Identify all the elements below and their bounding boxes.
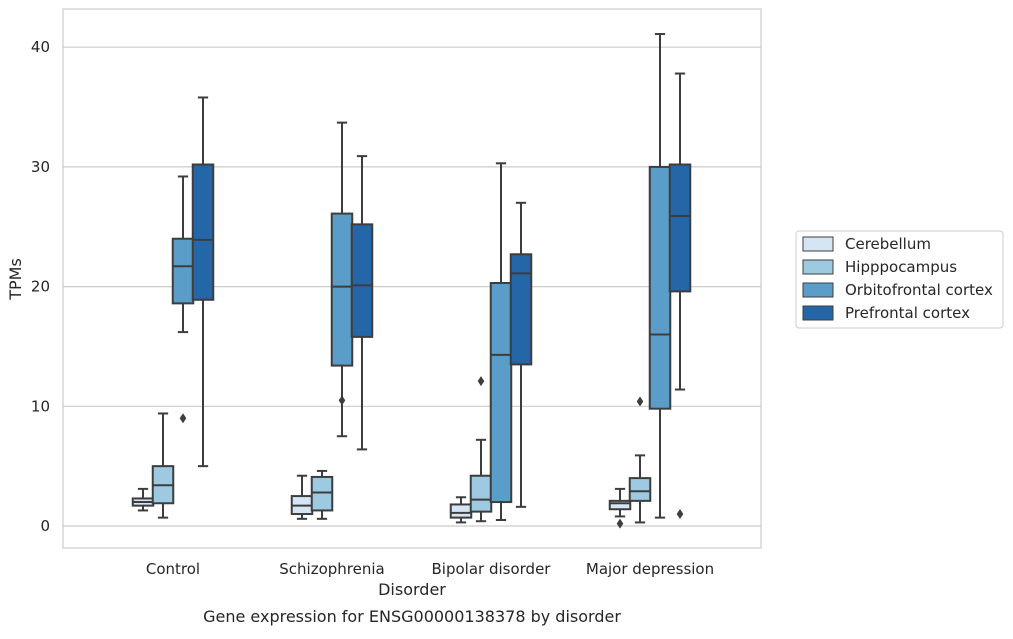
box-body	[171, 237, 195, 305]
x-axis-label: Disorder	[378, 580, 446, 599]
box-body	[608, 499, 632, 511]
outlier-point-0	[477, 376, 485, 387]
box-body	[330, 212, 354, 367]
box-group-1	[290, 121, 374, 520]
box-0-2	[171, 175, 195, 424]
box-body	[648, 165, 672, 410]
legend-swatch-3	[802, 305, 834, 321]
box-1-1	[310, 469, 334, 520]
y-tick-label-40: 40	[31, 38, 50, 56]
legend-swatch-2	[802, 282, 834, 298]
box-body	[191, 163, 215, 301]
box-body	[509, 253, 533, 366]
legend-label-3: Prefrontal cortex	[845, 304, 970, 322]
outlier-point-0	[676, 509, 684, 520]
legend-swatch-1	[802, 259, 834, 275]
box-body	[350, 223, 374, 338]
x-tick-label-1: Schizophrenia	[279, 560, 384, 578]
x-tick-label-3: Major depression	[586, 560, 714, 578]
box-2-1	[469, 376, 493, 523]
y-tick-label-0: 0	[40, 517, 50, 535]
box-3-2	[648, 33, 672, 519]
box-3-1	[628, 396, 652, 524]
plot-frame	[62, 8, 762, 549]
y-tick-label-20: 20	[31, 278, 50, 296]
chart-title: Gene expression for ENSG00000138378 by d…	[203, 607, 621, 626]
box-group-2	[449, 162, 533, 524]
box-body	[469, 474, 493, 513]
outlier-point-0	[616, 518, 624, 529]
box-body	[628, 477, 652, 502]
legend-label-2: Orbitofrontal cortex	[845, 281, 993, 299]
x-tick-label-2: Bipolar disorder	[432, 560, 552, 578]
box-body	[449, 503, 473, 519]
legend-frame	[795, 230, 1004, 329]
box-0-3	[191, 96, 215, 468]
box-body	[310, 475, 334, 512]
legend-swatch-0	[802, 236, 834, 252]
box-group-0	[131, 96, 215, 519]
box-groups	[131, 33, 692, 529]
box-body	[668, 163, 692, 293]
outlier-point-0	[636, 396, 644, 407]
box-3-3	[668, 72, 692, 520]
y-tick-label-30: 30	[31, 158, 50, 176]
box-1-2	[330, 121, 354, 438]
outlier-point-0	[338, 395, 346, 406]
legend-label-0: Cerebellum	[845, 235, 931, 253]
y-axis-ticks: 0 10 20 30 40	[31, 38, 50, 535]
legend: Cerebellum Hipppocampus Orbitofrontal cort…	[795, 230, 1004, 329]
box-2-3	[509, 201, 533, 508]
box-1-0	[290, 474, 314, 520]
x-tick-label-0: Control	[146, 560, 200, 578]
box-0-1	[151, 412, 175, 519]
box-group-3	[608, 33, 692, 529]
box-1-3	[350, 155, 374, 451]
box-3-0	[608, 487, 632, 529]
y-axis-label: TPMs	[6, 258, 25, 301]
box-0-0	[131, 487, 155, 512]
x-axis-ticks: Control Schizophrenia Bipolar disorder Majo…	[146, 560, 714, 578]
outlier-point-0	[179, 413, 187, 424]
box-2-0	[449, 496, 473, 524]
legend-label-1: Hipppocampus	[845, 258, 957, 276]
box-body	[489, 282, 513, 504]
box-2-2	[489, 162, 513, 522]
y-tick-label-10: 10	[31, 397, 50, 415]
